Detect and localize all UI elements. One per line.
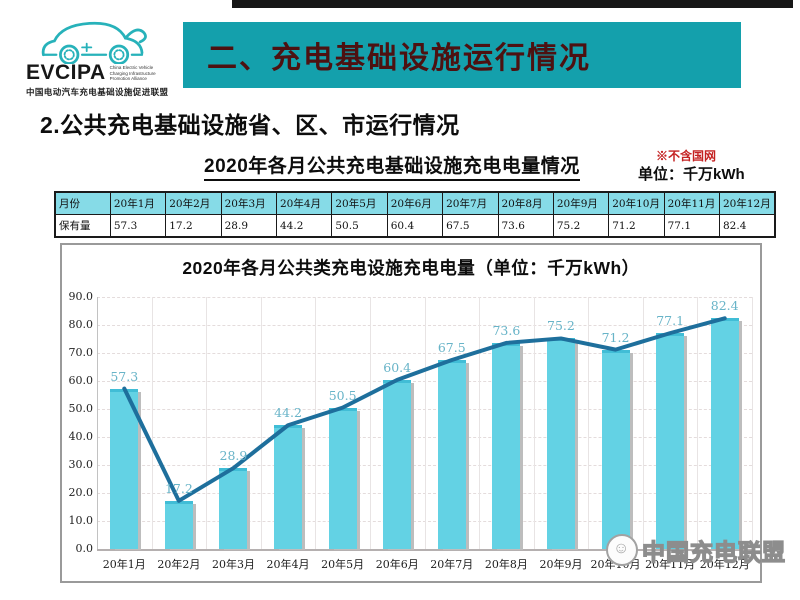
table-unit: 单位：千万kWh <box>638 166 745 183</box>
bar-value-label: 44.2 <box>274 405 302 421</box>
y-axis-label: 40.0 <box>68 430 94 443</box>
y-axis-label: 20.0 <box>68 486 94 499</box>
month-header-cell: 20年9月 <box>552 191 610 215</box>
bar <box>656 333 685 549</box>
x-axis-label: 20年2月 <box>157 558 201 571</box>
value-cell: 73.6 <box>497 214 554 238</box>
gridline-v <box>424 297 426 549</box>
x-axis-label: 20年4月 <box>266 558 310 571</box>
banner-title: 二、充电基础设施运行情况 <box>207 42 591 75</box>
chart-title: 2020年各月公共类充电设施充电电量（单位：千万kWh） <box>182 258 640 278</box>
y-axis-label: 60.0 <box>68 374 94 387</box>
value-cell: 50.5 <box>331 214 388 238</box>
bar-value-label: 60.4 <box>383 359 412 375</box>
value-cell: 75.2 <box>552 214 610 238</box>
bar <box>492 342 521 549</box>
month-header-cell: 20年7月 <box>442 191 499 215</box>
bar-value-label: 77.1 <box>656 313 685 329</box>
gridline-v <box>151 297 153 549</box>
y-axis-label: 0.0 <box>75 542 94 555</box>
x-axis-label: 20年11月 <box>645 558 696 571</box>
table-title: 2020年各月公共充电基础设施充电电量情况 <box>204 151 580 181</box>
bar <box>328 407 357 549</box>
brand-tagline-en: China Electric Vehicle Charging Infrastr… <box>109 65 156 82</box>
month-header-cell: 20年11月 <box>663 191 721 215</box>
value-cell: 82.4 <box>719 214 776 238</box>
gridline-v <box>752 297 753 549</box>
y-axis-label: 10.0 <box>68 514 94 527</box>
month-header-cell: 20年10月 <box>608 191 665 215</box>
bar <box>710 318 739 549</box>
bar-value-label: 57.3 <box>110 368 139 384</box>
month-header-cell: 20年3月 <box>220 191 278 215</box>
bar <box>219 468 248 549</box>
month-header-cell: 20年8月 <box>497 191 554 215</box>
month-header-cell: 20年1月 <box>109 191 167 215</box>
bar <box>383 379 412 549</box>
y-axis-label: 70.0 <box>68 346 94 359</box>
value-cell: 71.2 <box>608 214 665 238</box>
bar-value-label: 82.4 <box>710 298 739 314</box>
brand-text: EVCIPA <box>26 61 106 84</box>
month-header-cell: 20年6月 <box>386 191 444 215</box>
value-cell: 57.3 <box>109 214 167 238</box>
stats-table: 月份 20年1月 20年2月 20年3月 20年4月 20年5月 20年6月 20年7月 20年… <box>54 191 776 238</box>
gridline-v <box>260 297 262 549</box>
bar <box>546 338 575 549</box>
gridline-v <box>206 297 208 549</box>
month-header-cell: 20年2月 <box>165 191 222 215</box>
x-axis-line <box>97 549 752 551</box>
ev-car-icon <box>41 21 147 64</box>
y-axis-line <box>97 297 98 549</box>
month-header-cell: 20年12月 <box>719 191 776 215</box>
value-cell: 67.5 <box>442 214 499 238</box>
bar-value-label: 28.9 <box>219 448 248 464</box>
value-row-header: 保有量 <box>54 214 111 238</box>
x-axis-label: 20年6月 <box>375 558 419 571</box>
title-banner: 二、充电基础设施运行情况 <box>183 22 741 88</box>
bar-value-label: 17.2 <box>164 480 193 496</box>
bar <box>274 425 303 549</box>
x-axis-label: 20年12月 <box>699 558 750 571</box>
value-cell: 17.2 <box>165 214 222 238</box>
bar <box>110 388 139 549</box>
x-axis-label: 20年1月 <box>102 558 146 571</box>
section-heading: 2.公共充电基础设施省、区、市运行情况 <box>40 112 460 138</box>
watermark-text: 中国充电联盟 <box>641 538 786 565</box>
bar <box>437 360 466 549</box>
watermark: ☺ 中国充电联盟 <box>606 533 786 567</box>
x-axis-label: 20年8月 <box>484 558 528 571</box>
gridline-v <box>697 297 699 549</box>
gridline-v <box>369 297 371 549</box>
brand-tagline-cn: 中国电动汽车充电基础设施促进联盟 <box>26 87 169 97</box>
table-note: ※不含国网 <box>656 149 717 163</box>
bar-value-label: 73.6 <box>492 322 521 338</box>
top-divider-bar <box>232 0 793 8</box>
y-axis-label: 50.0 <box>68 402 94 415</box>
watermark-logo-icon: ☺ <box>606 534 638 566</box>
y-axis-label: 80.0 <box>68 318 94 331</box>
x-axis-label: 20年7月 <box>430 558 474 571</box>
value-cell: 28.9 <box>220 214 278 238</box>
x-axis-label: 20年9月 <box>539 558 583 571</box>
value-cell: 60.4 <box>386 214 444 238</box>
evcipa-logo: EVCIPA China Electric Vehicle Charging I… <box>26 16 184 98</box>
month-header-cell: 20年5月 <box>331 191 388 215</box>
chart-panel: 2020年各月公共类充电设施充电电量（单位：千万kWh） 0.0 10.0 20.0… <box>60 243 762 583</box>
y-axis-label: 90.0 <box>68 290 94 303</box>
bar-value-label: 71.2 <box>601 329 630 345</box>
bar <box>601 349 630 549</box>
bar <box>164 500 193 549</box>
month-header-cell: 20年4月 <box>275 191 333 215</box>
bar-value-label: 67.5 <box>437 340 466 355</box>
gridline-v <box>315 297 317 549</box>
value-cell: 44.2 <box>275 214 333 238</box>
month-row-header: 月份 <box>54 191 111 215</box>
x-axis-label: 20年5月 <box>321 558 365 571</box>
bar-value-label: 50.5 <box>328 387 357 403</box>
x-axis-label: 20年3月 <box>211 558 255 571</box>
bar-value-label: 75.2 <box>547 318 575 334</box>
value-cell: 77.1 <box>663 214 721 238</box>
y-axis-label: 30.0 <box>68 458 94 471</box>
